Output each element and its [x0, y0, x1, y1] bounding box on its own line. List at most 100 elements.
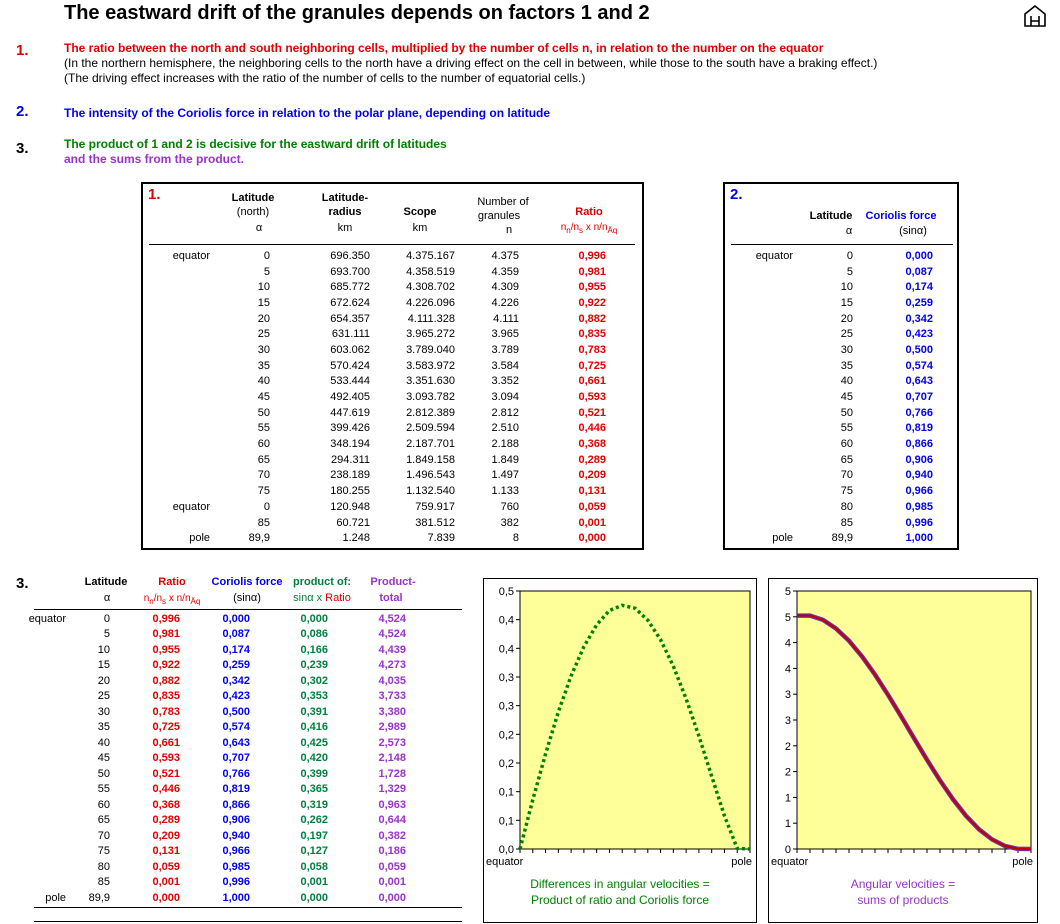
chart-2-caption: Angular velocities = sums of products	[769, 876, 1037, 908]
cell: 2.812	[491, 406, 519, 419]
table-row: 60 0,368 0,866 0,319 0,963	[26, 797, 408, 813]
item-1-note-2: (The driving effect increases with the r…	[64, 71, 586, 85]
table-row: 50 0,521 0,766 0,399 1,728	[26, 766, 408, 782]
cell: 4,524	[378, 628, 406, 641]
table-1-label: 1.	[148, 186, 161, 203]
cell: 0,866	[222, 798, 250, 811]
cell: 0,342	[905, 312, 933, 325]
cell	[725, 389, 795, 405]
col-header-sin: (sinα)	[899, 225, 927, 237]
cell: 40	[97, 736, 110, 749]
cell: 3.789.040	[406, 343, 455, 356]
cell: pole	[45, 891, 66, 904]
cell: 0,420	[300, 752, 328, 765]
cell: 5	[846, 265, 853, 278]
cell: 85	[97, 876, 110, 889]
table-row: 85 0,996	[725, 515, 935, 531]
cell: pole	[189, 532, 210, 545]
y-tick-label: 0,4	[499, 643, 514, 655]
col-header-north: (north)	[236, 206, 270, 218]
cell: 40	[257, 375, 270, 388]
cell: 75	[840, 485, 853, 498]
table-row: 25 0,423	[725, 326, 935, 342]
cell: 0,368	[152, 798, 180, 811]
ratio-formula: nn/ns x n/nÄq	[143, 593, 201, 606]
cell: 89,9	[88, 891, 110, 904]
cell: 0,783	[152, 705, 180, 718]
col-header-coriolis: Coriolis force	[865, 210, 937, 222]
table-row: 65 294.311 1.849.158 1.849 0,289	[143, 452, 608, 468]
cell: 4,439	[378, 643, 406, 656]
cell: 1,728	[378, 767, 406, 780]
table-2-label: 2.	[730, 186, 743, 203]
chart-1-caption-line-2: Product of ratio and Coriolis force	[530, 893, 710, 907]
cell: 4.308.702	[406, 281, 455, 294]
cell: 4.375	[491, 249, 519, 262]
cell: 85	[840, 516, 853, 529]
cell: 672.624	[330, 296, 370, 309]
cell: 35	[97, 721, 110, 734]
y-tick-label: 5	[785, 586, 791, 598]
cell: 3.583.972	[406, 359, 455, 372]
cell: 0,725	[578, 359, 606, 372]
item-1-text: The ratio between the north and south ne…	[64, 41, 824, 55]
cell: 0,996	[905, 516, 933, 529]
col-header-radius-2: radius	[328, 206, 362, 218]
cell: 65	[840, 453, 853, 466]
cell: 4.358.519	[406, 265, 455, 278]
cell: 3.352	[491, 375, 519, 388]
cell: 45	[97, 752, 110, 765]
cell: 0,131	[578, 485, 606, 498]
y-tick-label: 5	[785, 612, 791, 624]
cell: 0,574	[905, 359, 933, 372]
cell: 55	[257, 422, 270, 435]
item-2-number: 2.	[16, 103, 29, 120]
cell: 0,996	[152, 612, 180, 625]
table-row: 75 0,966	[725, 483, 935, 499]
col-header-alpha: α	[103, 592, 111, 604]
cell: 30	[97, 705, 110, 718]
table-row: equator 0 0,000	[725, 248, 935, 264]
cell: equator	[172, 500, 210, 513]
cell: 25	[257, 328, 270, 341]
cell: 0,766	[222, 767, 250, 780]
table-row: 55 0,819	[725, 421, 935, 437]
y-tick-label: 0,1	[499, 815, 514, 827]
cell: 1,000	[222, 891, 250, 904]
cell: 0,940	[905, 469, 933, 482]
cell: 0,166	[300, 643, 328, 656]
table-row: 85 0,001 0,996 0,001 0,001	[26, 875, 408, 891]
plot-area	[796, 590, 1032, 850]
table-row: 50 447.619 2.812.389 2.812 0,521	[143, 405, 608, 421]
cell: 0,391	[300, 705, 328, 718]
cell: 0,521	[152, 767, 180, 780]
cell: 1.248	[342, 532, 370, 545]
table-row: 10 0,174	[725, 279, 935, 295]
table-row: 35 0,574	[725, 358, 935, 374]
cell: 0,882	[152, 674, 180, 687]
cell: 0,783	[578, 343, 606, 356]
cell: 5	[103, 628, 110, 641]
cell	[725, 468, 795, 484]
cell: 65	[257, 453, 270, 466]
table-row: 80 0,059 0,985 0,058 0,059	[26, 859, 408, 875]
cell	[143, 295, 212, 311]
cell: 2,989	[378, 721, 406, 734]
home-icon[interactable]	[1022, 4, 1048, 33]
cell: 80	[840, 500, 853, 513]
cell	[143, 389, 212, 405]
col-header-radius-1: Latitude-	[321, 192, 369, 204]
cell	[26, 689, 68, 705]
cell: 0,423	[905, 328, 933, 341]
cell: 0,500	[222, 705, 250, 718]
table-row: 65 0,906	[725, 452, 935, 468]
table-row: 20 0,882 0,342 0,302 4,035	[26, 673, 408, 689]
cell: 0,209	[152, 829, 180, 842]
cell: 4.375.167	[406, 249, 455, 262]
cell: 0	[263, 500, 270, 513]
table-row: 40 0,643	[725, 374, 935, 390]
cell: 0,001	[378, 876, 406, 889]
cell: 0,059	[378, 860, 406, 873]
cell: 0,000	[378, 891, 406, 904]
table-row: 15 0,922 0,259 0,239 4,273	[26, 658, 408, 674]
